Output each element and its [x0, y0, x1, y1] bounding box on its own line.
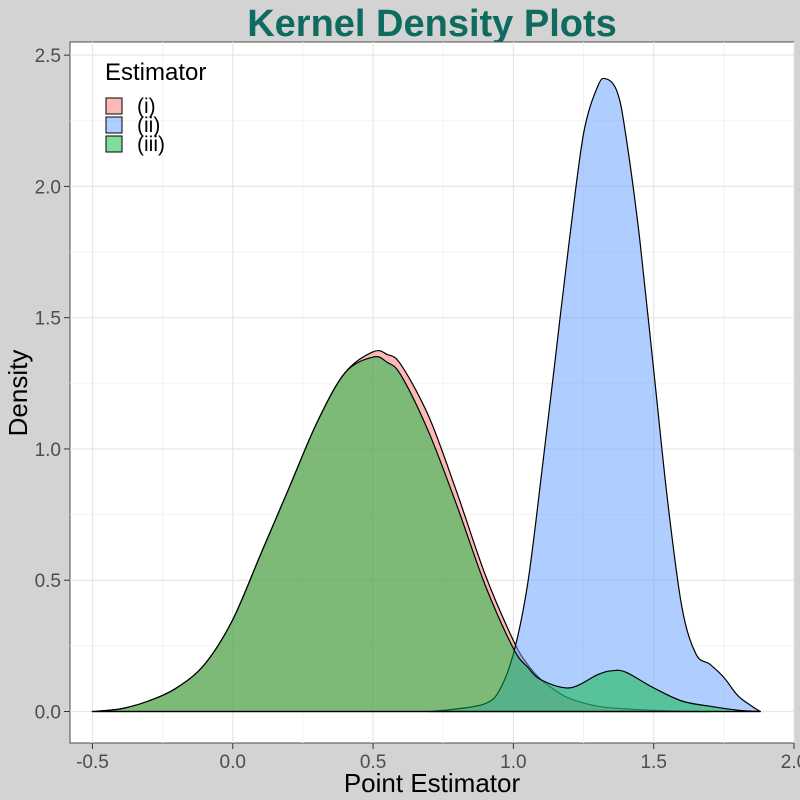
axes: -0.5 0.0 0.5 1.0 1.5 2.0 0.0 0.5 1.0 1.5 2.0 2.5 [35, 46, 800, 773]
y-tick-label: 2.5 [35, 46, 61, 67]
legend-key-i [105, 97, 123, 115]
y-axis-title: Density [3, 350, 33, 437]
legend: Estimator (i)(ii)(iii) [105, 59, 206, 156]
y-tick-label: 0.0 [35, 702, 61, 723]
x-axis-title: Point Estimator [344, 768, 521, 798]
x-tick-label: 0.5 [360, 752, 386, 773]
density-area-iii [91, 356, 761, 713]
legend-label: (iii) [137, 133, 165, 156]
legend-key-ii [105, 116, 123, 134]
density-area-ii [428, 77, 761, 713]
x-tick-label: -0.5 [76, 752, 109, 773]
x-tick-label: 0.0 [220, 752, 246, 773]
x-tick-label: 1.0 [500, 752, 526, 773]
legend-label: (ii) [137, 114, 160, 137]
density-areas [91, 77, 761, 713]
y-tick-label: 2.0 [35, 177, 61, 198]
y-tick-label: 1.5 [35, 309, 61, 330]
x-tick-label: 1.5 [640, 752, 666, 773]
legend-label: (i) [137, 95, 156, 118]
legend-title: Estimator [105, 59, 206, 86]
x-tick-label: 2.0 [781, 752, 800, 773]
chart-title: Kernel Density Plots [247, 3, 617, 45]
y-tick-label: 0.5 [35, 571, 61, 592]
legend-key-iii [105, 135, 123, 153]
y-tick-label: 1.0 [35, 440, 61, 461]
